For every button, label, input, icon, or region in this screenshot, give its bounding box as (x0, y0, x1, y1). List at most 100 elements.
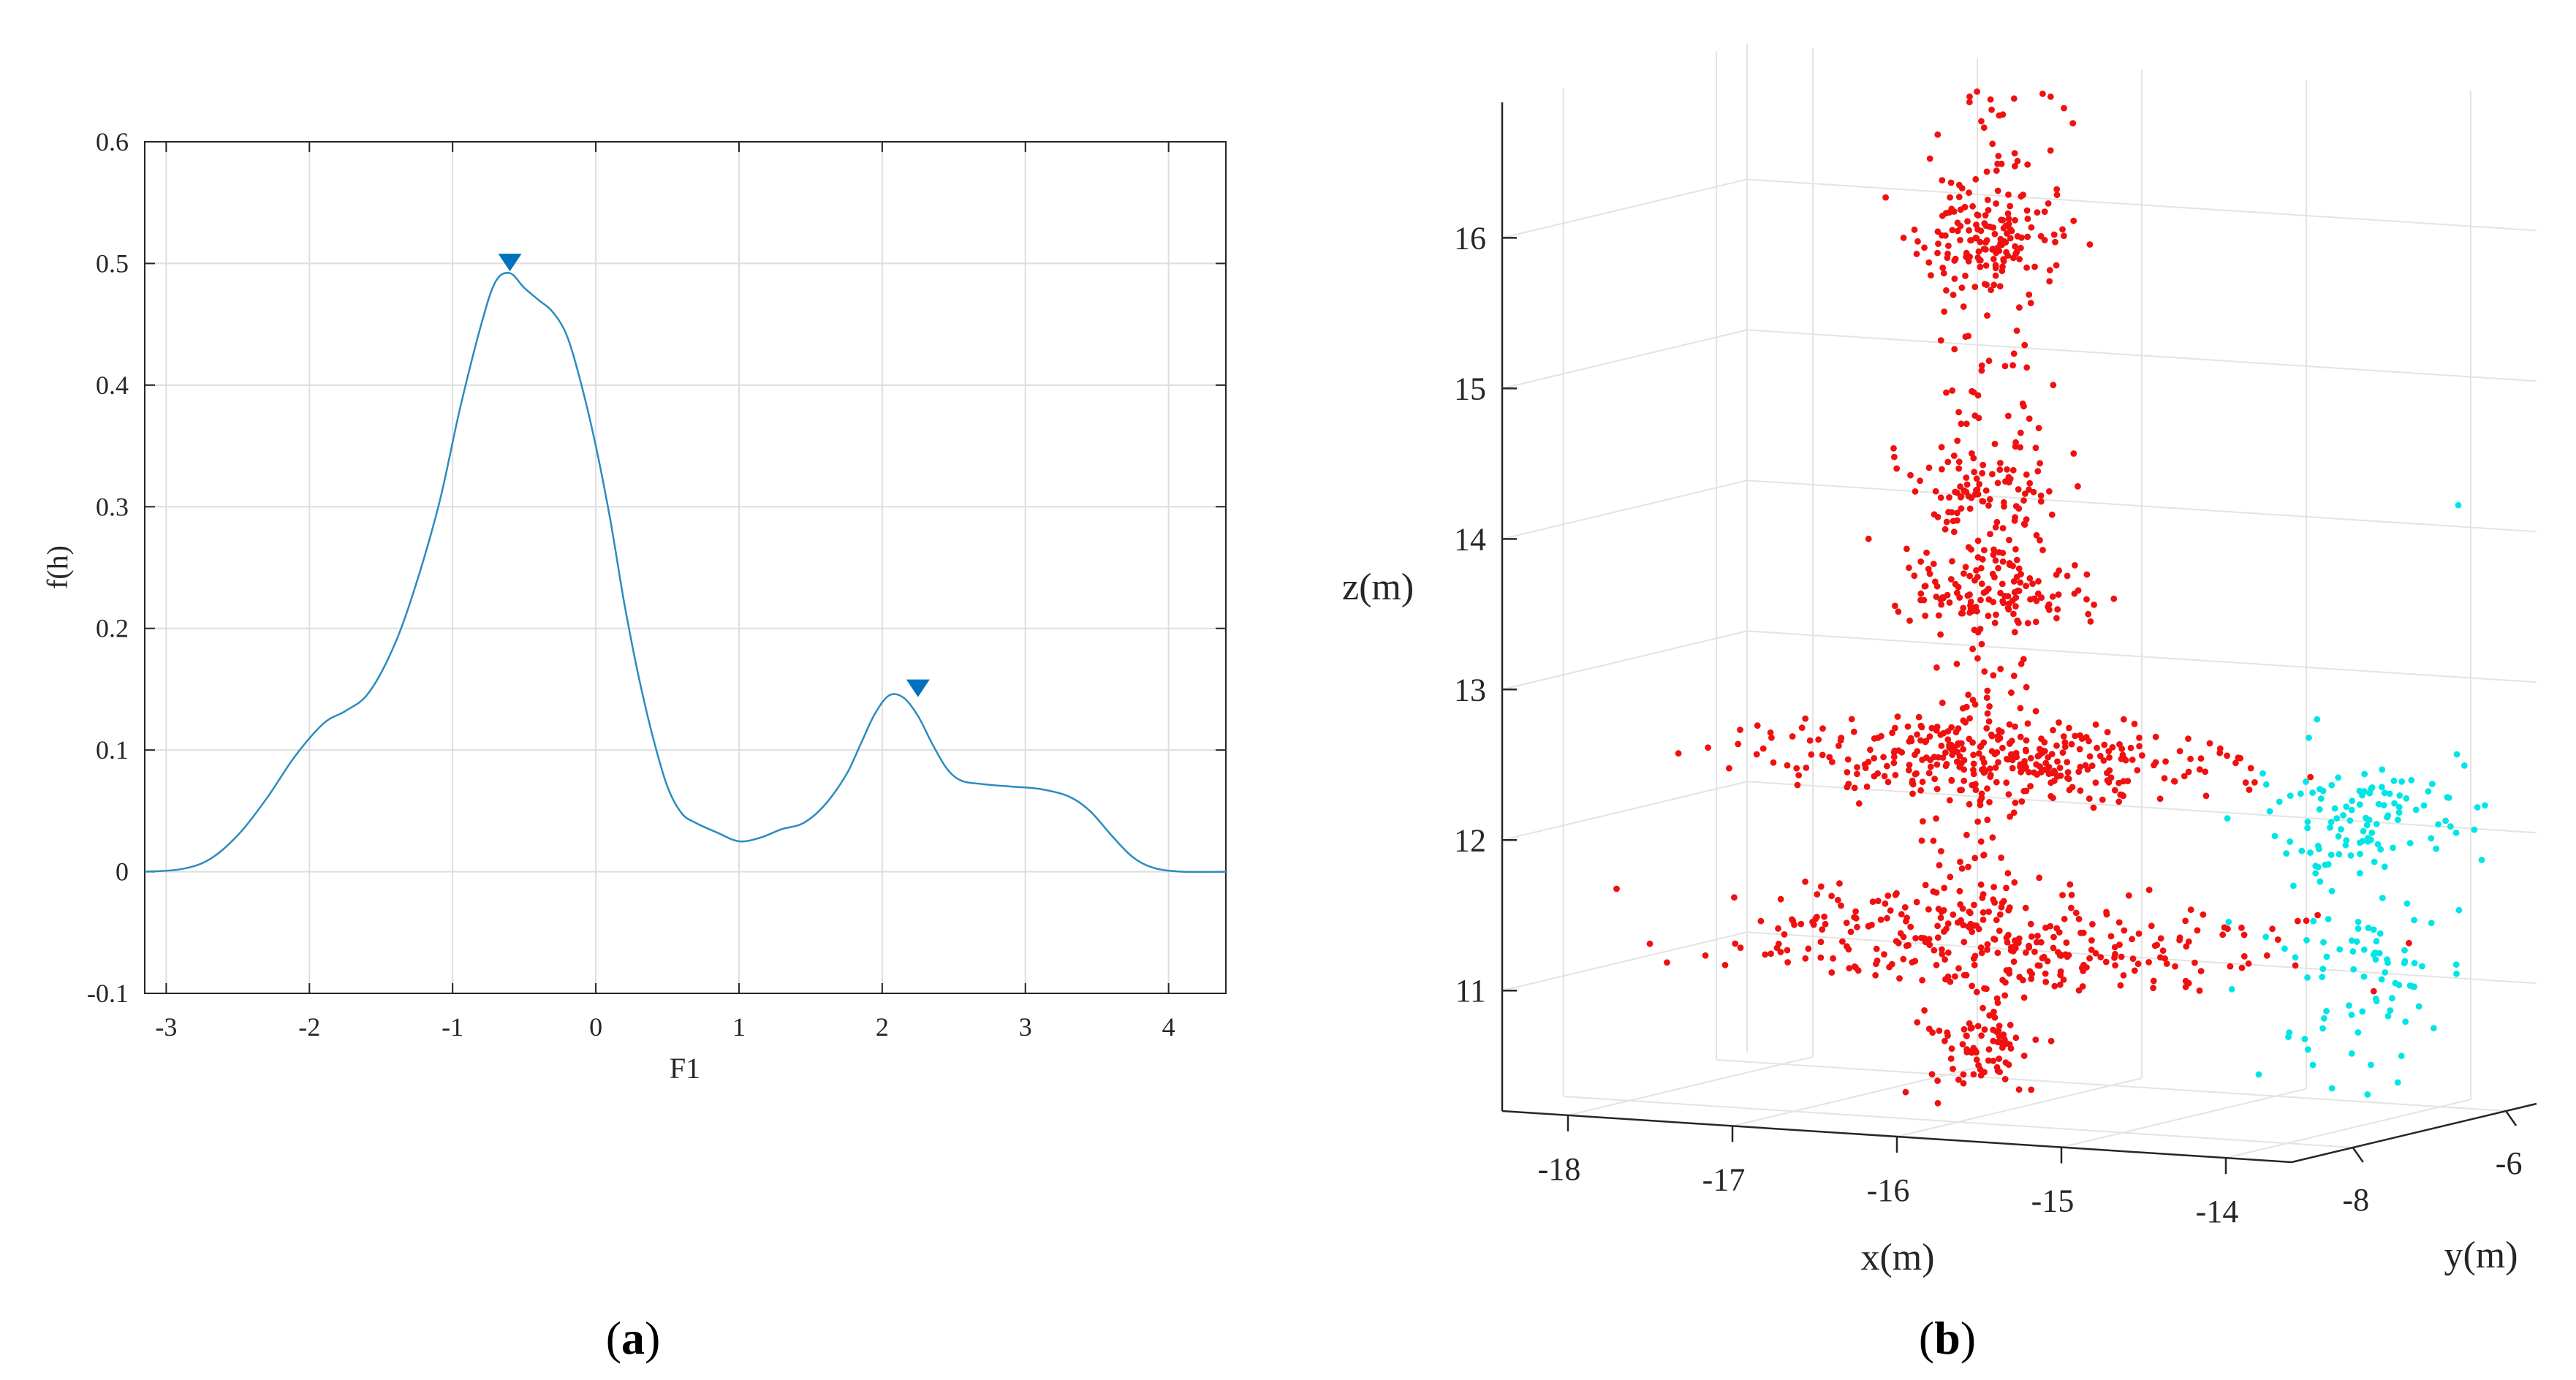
tree-1-point (1940, 270, 1947, 277)
tree-1-point (2012, 162, 2018, 170)
tree-1-point (1996, 911, 2004, 918)
tree-1-point (1947, 873, 1954, 881)
tree-1-point (1978, 1032, 1985, 1039)
tree-1-point (1921, 1007, 1928, 1014)
tree-2-point (2366, 789, 2374, 797)
tree-1-point (1975, 750, 1982, 757)
tree-1-point (2024, 161, 2031, 168)
tree-1-point (1803, 765, 1810, 771)
tree-2-point (2428, 781, 2436, 787)
tree-1-point (1830, 955, 1837, 962)
tree-1-point (1946, 599, 1953, 606)
tree-1-point (1985, 357, 1993, 365)
tree-1-point (1940, 729, 1947, 737)
tree-1-point (2088, 762, 2096, 769)
a-y-tick-label: -0.1 (87, 979, 129, 1008)
tree-2-point (2312, 870, 2319, 877)
tree-1-point (1947, 194, 1954, 201)
tree-2-point (2290, 882, 2297, 890)
tree-1-point (2060, 733, 2067, 740)
peak-markers (498, 254, 930, 697)
tree-1-point (2015, 486, 2022, 493)
tree-1-point (2086, 955, 2094, 962)
tree-1-point (1974, 88, 1981, 95)
tree-1-point (2097, 954, 2105, 960)
tree-1-point (1971, 961, 1978, 968)
b-z-tick-label: 11 (1455, 973, 1486, 1009)
tree-1-point (1973, 221, 1980, 228)
tree-2-point (2304, 974, 2311, 981)
tree-1-point (2023, 516, 2030, 523)
tree-2-point (2430, 1025, 2437, 1032)
tree-1-point (1997, 665, 2004, 672)
tree-1-point (1936, 612, 1942, 619)
tree-2-point (2419, 963, 2425, 970)
tree-1-point (1913, 898, 1920, 906)
tree-1-point (2069, 784, 2076, 791)
tree-1-point (2139, 752, 2145, 759)
tree-1-point (1938, 601, 1945, 608)
tree-1-point (2028, 933, 2035, 940)
tree-1-point (2053, 615, 2060, 622)
tree-1-point (1990, 884, 1998, 890)
tree-1-point (2022, 490, 2028, 497)
tree-1-point (2050, 231, 2058, 238)
tree-1-point (1989, 246, 1996, 252)
b-grid-y-floor (1716, 1059, 2507, 1112)
tree-1-point (2012, 250, 2020, 257)
tree-2-point (2349, 948, 2357, 955)
tree-1-point (1966, 93, 1973, 100)
tree-1-point (1947, 179, 1955, 186)
tree-1-point (1926, 155, 1933, 162)
tree-1-point (1878, 732, 1884, 740)
tree-1-point (2245, 960, 2252, 967)
tree-1-point (2011, 943, 2018, 950)
tree-1-point (2031, 769, 2037, 776)
tree-1-point (1968, 237, 1975, 243)
tree-1-point (1901, 904, 1909, 911)
tree-1-point (2103, 911, 2110, 918)
tree-1-point (1998, 854, 2005, 861)
b-grid-z-left-wall (1501, 329, 1748, 390)
tree-1-point (2075, 483, 2081, 490)
tree-2-point (2375, 800, 2382, 808)
tree-1-point (1963, 1046, 1971, 1053)
tree-1-point (2004, 870, 2012, 877)
tree-1-point (1992, 272, 1999, 279)
tree-1-point (2134, 767, 2141, 774)
tree-1-point (1767, 729, 1774, 736)
tree-1-point (2145, 887, 2153, 893)
tree-2-point (2356, 801, 2363, 808)
tree-1-point (2023, 683, 2030, 691)
tree-1-point (1839, 938, 1846, 945)
tree-1-point (1955, 1076, 1962, 1083)
tree-1-point (1851, 963, 1858, 970)
tree-1-point (1958, 420, 1965, 428)
tree-1-point (1960, 746, 1967, 753)
tree-1-point (2033, 531, 2040, 539)
tree-1-point (1991, 619, 1999, 626)
tree-1-point (2092, 721, 2099, 728)
tree-1-point (2006, 721, 2013, 728)
tree-1-point (2016, 304, 2023, 311)
tree-1-point (1960, 303, 1967, 310)
tree-1-point (2026, 415, 2033, 422)
tree-1-point (1983, 985, 1990, 993)
tree-1-point (1991, 899, 1999, 906)
tree-2-point (2425, 788, 2432, 795)
tree-1-point (2007, 202, 2014, 210)
tree-2-point (2286, 1029, 2293, 1036)
tree-1-point (2007, 813, 2014, 820)
a-y-tick-label: 0.3 (96, 492, 129, 521)
tree-1-point (1762, 951, 1769, 958)
tree-1-point (2003, 779, 2010, 786)
tree-1-point (2032, 618, 2039, 626)
tree-1-point (1869, 898, 1876, 906)
tree-1-point (1948, 776, 1955, 784)
tree-1-point (1999, 525, 2007, 531)
panel-a-x-ticks: -3 -2 -1 0 1 2 3 4 (155, 142, 1175, 1042)
tree-1-point (1806, 737, 1814, 744)
panel-a-caption: (a) (606, 1312, 661, 1364)
tree-1-point (1874, 898, 1882, 904)
tree-1-point (1817, 883, 1825, 890)
